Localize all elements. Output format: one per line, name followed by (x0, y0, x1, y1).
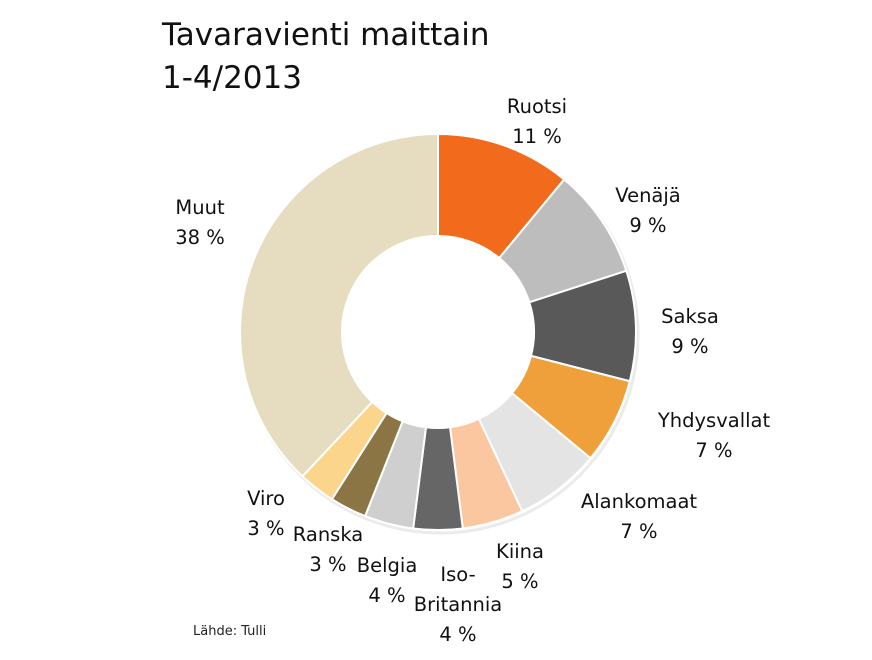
slice-label-alankomaat: Alankomaat 7 % (581, 487, 697, 547)
chart-title-line-2: 1-4/2013 (162, 60, 302, 96)
slice-category-text: Ruotsi (506, 95, 568, 118)
slice-category-text: Kiina (496, 540, 544, 563)
slice-label-ruotsi: Ruotsi 11 % (507, 92, 567, 152)
slice-value-text: 38 % (175, 226, 225, 249)
slice-label-ranska: Ranska 3 % (293, 520, 364, 580)
slice-value-text: 9 % (671, 335, 709, 358)
slice-category-text: Belgia (356, 554, 418, 577)
slice-value-text: 7 % (620, 520, 658, 543)
slice-label-yhdysvallat: Yhdysvallat 7 % (658, 406, 770, 466)
slice-category-text: Venäjä (615, 184, 681, 207)
slice-value-text: 9 % (629, 214, 667, 237)
slice-label-kiina: Kiina 5 % (496, 537, 544, 597)
slice-label-saksa: Saksa 9 % (661, 302, 719, 362)
slice-value-text: 4 % (439, 623, 477, 646)
slice-value-text: 11 % (512, 125, 562, 148)
slice-value-text: 3 % (309, 553, 347, 576)
slice-category-text: Ranska (292, 523, 364, 546)
slice-muut (239, 132, 439, 478)
slice-label-muut: Muut 38 % (175, 193, 225, 253)
slice-category-text: Alankomaat (580, 490, 698, 513)
slice-label-iso-britannia: Iso- Britannia 4 % (414, 560, 503, 650)
slice-category-text: Britannia (413, 593, 503, 616)
slice-category-text: Muut (175, 196, 225, 219)
slice-category-text: Yhdysvallat (657, 409, 771, 432)
slice-label-venäjä: Venäjä 9 % (615, 181, 681, 241)
chart-title: Tavaravienti maittain 1-4/2013 (162, 14, 490, 100)
slice-value-text: 7 % (695, 439, 733, 462)
slice-label-belgia: Belgia 4 % (357, 551, 418, 611)
slice-category-text: Saksa (661, 305, 719, 328)
slice-category-text: Viro (247, 487, 285, 510)
slice-value-text: 4 % (368, 584, 406, 607)
chart-title-line-1: Tavaravienti maittain (162, 17, 490, 53)
slice-value-text: 5 % (501, 570, 539, 593)
slice-category-text: Iso- (440, 563, 476, 586)
slice-value-text: 3 % (247, 517, 285, 540)
slice-label-viro: Viro 3 % (247, 484, 285, 544)
source-note: Lähde: Tulli (193, 624, 267, 639)
